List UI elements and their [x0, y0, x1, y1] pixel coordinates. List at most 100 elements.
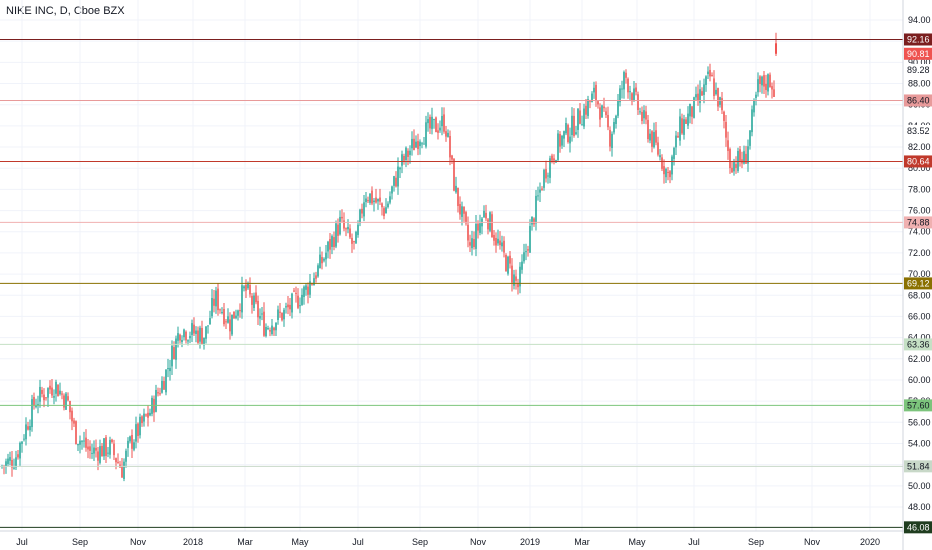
x-tick-label: 2018 — [183, 537, 203, 547]
candle-body — [479, 223, 481, 233]
candle-body — [325, 252, 327, 260]
candle-body — [323, 258, 325, 261]
candle-body — [61, 393, 63, 395]
candle-body — [731, 167, 733, 173]
y-tick-label: 48.00 — [908, 502, 931, 512]
candle-body — [131, 435, 133, 449]
candle-body — [225, 321, 227, 323]
candle-body — [263, 311, 265, 336]
candle-body — [5, 461, 7, 467]
candle-body — [599, 107, 601, 120]
candle-body — [295, 292, 297, 294]
candle-body — [595, 84, 597, 101]
candle-body — [593, 87, 595, 93]
candle-body — [103, 438, 105, 457]
candle-body — [563, 131, 565, 139]
candle-body — [147, 412, 149, 418]
candle-body — [297, 295, 299, 308]
candle-body — [721, 98, 723, 111]
candle-body — [429, 116, 431, 129]
candle-body — [155, 389, 157, 412]
candle-body — [669, 171, 671, 178]
candle-body — [523, 252, 525, 262]
y-tick-label: 80.00 — [908, 163, 931, 173]
candle-body — [191, 323, 193, 335]
level-label-63.36: 63.36 — [907, 339, 930, 349]
candle-body — [425, 122, 427, 147]
candle-body — [567, 124, 569, 142]
candle-body — [139, 416, 141, 436]
level-label-92.16-bg — [904, 33, 932, 46]
candle-body — [517, 283, 519, 288]
candle-body — [379, 197, 381, 202]
candle-body — [751, 109, 753, 133]
candle-body — [229, 319, 231, 332]
crosshair-price-label-bg — [904, 63, 932, 76]
candle-body — [449, 135, 451, 158]
candle-body — [203, 337, 205, 346]
y-tick-label: 68.00 — [908, 290, 931, 300]
candle-body — [579, 110, 581, 124]
candle-body — [457, 187, 459, 207]
candle-body — [371, 190, 373, 204]
candle-body — [137, 423, 139, 436]
candle-body — [699, 89, 701, 104]
candle-body — [485, 212, 487, 219]
candle-body — [503, 240, 505, 253]
candle-body — [75, 421, 77, 445]
level-label-80.64: 80.64 — [907, 156, 930, 166]
candle-body — [769, 74, 771, 88]
candle-body — [353, 241, 355, 243]
candle-body — [765, 83, 767, 90]
x-tick-label: Nov — [470, 537, 487, 547]
candle-body — [11, 459, 13, 468]
candle-body — [133, 442, 135, 450]
candle-body — [189, 336, 191, 339]
candle-body — [195, 330, 197, 334]
x-tick-label: May — [628, 537, 646, 547]
candle-body — [293, 290, 295, 292]
candle-body — [7, 458, 9, 464]
candle-body — [303, 286, 305, 298]
candle-body — [243, 286, 245, 289]
candle-body — [643, 110, 645, 119]
level-label-86.40-bg — [904, 94, 932, 107]
candle-body — [281, 312, 283, 321]
candle-body — [505, 254, 507, 272]
candle-body — [655, 130, 657, 143]
candle-body — [59, 390, 61, 395]
y-tick-label: 88.00 — [908, 79, 931, 89]
candle-body — [773, 89, 775, 97]
candle-body — [173, 347, 175, 359]
candle-body — [729, 149, 731, 169]
candle-body — [33, 396, 35, 406]
candle-body — [31, 399, 33, 428]
candle-body — [255, 292, 257, 303]
candle-body — [413, 138, 415, 151]
candle-body — [543, 169, 545, 188]
candle-body — [127, 440, 129, 448]
candle-body — [431, 116, 433, 129]
candle-body — [615, 115, 617, 124]
y-tick-label: 94.00 — [908, 15, 931, 25]
candle-body — [143, 413, 145, 422]
candle-body — [47, 388, 49, 398]
candle-body — [489, 212, 491, 231]
candle-body — [533, 218, 535, 225]
candle-body — [83, 440, 85, 442]
candle-body — [569, 136, 571, 144]
candle-body — [515, 276, 517, 281]
candle-body — [471, 238, 473, 249]
candle-body — [233, 311, 235, 319]
candle-body — [613, 122, 615, 133]
candle-body — [241, 285, 243, 313]
candle-body — [663, 166, 665, 175]
candle-body — [81, 441, 83, 443]
candle-body — [631, 93, 633, 102]
x-tick-label: Sep — [72, 537, 88, 547]
candle-body — [309, 281, 311, 295]
candle-body — [433, 119, 435, 121]
candle-body — [453, 158, 455, 191]
candle-body — [621, 88, 623, 90]
